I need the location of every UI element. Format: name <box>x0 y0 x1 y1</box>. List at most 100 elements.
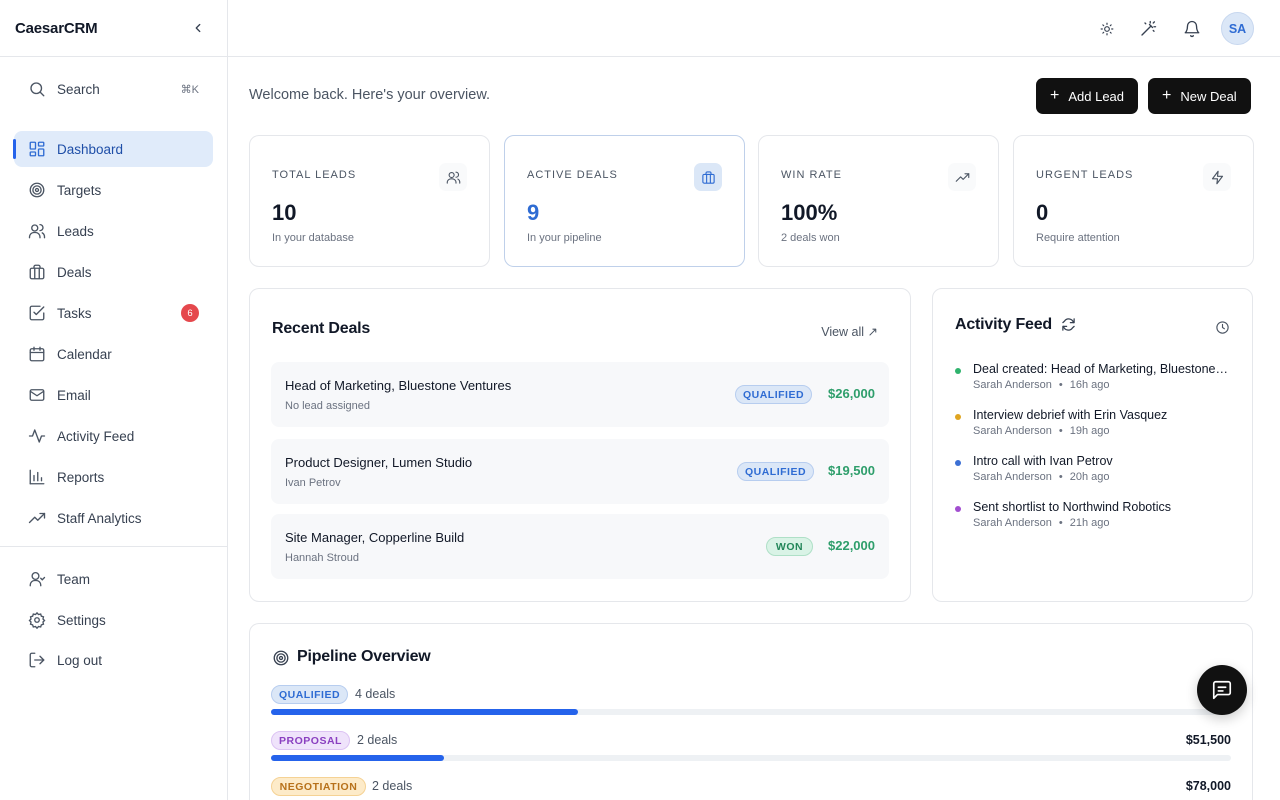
activity-dot <box>955 460 961 466</box>
activity-meta: Sarah Anderson • 19h ago <box>973 425 1110 437</box>
sidebar-item-label: Email <box>57 387 91 403</box>
sidebar-item-label: Tasks <box>57 305 92 321</box>
stage-count: 2 deals <box>372 779 413 793</box>
bar-chart-icon <box>29 469 45 485</box>
deal-row[interactable]: Head of Marketing, Bluestone Ventures No… <box>271 362 889 427</box>
sidebar-item-team[interactable]: Team <box>14 561 213 597</box>
plus-icon: + <box>1162 87 1172 104</box>
stage-badge: PROPOSAL <box>271 731 350 750</box>
collapse-sidebar-button[interactable] <box>187 17 209 39</box>
search-shortcut: ⌘K <box>180 83 199 96</box>
sidebar-item-targets[interactable]: Targets <box>14 172 213 208</box>
activity-meta: Sarah Anderson • 16h ago <box>973 379 1110 391</box>
deal-title: Product Designer, Lumen Studio <box>285 455 473 470</box>
deal-row[interactable]: Site Manager, Copperline Build Hannah St… <box>271 514 889 579</box>
target-icon <box>272 649 290 667</box>
users-icon <box>28 223 46 239</box>
tasks-count-badge: 6 <box>181 304 199 322</box>
sidebar-item-deals[interactable]: Deals <box>14 254 213 290</box>
chevron-left-icon <box>195 23 201 33</box>
stage-count: 2 deals <box>357 733 398 747</box>
stage-badge: QUALIFIED <box>271 685 348 704</box>
stat-subtext: 2 deals won <box>781 232 840 244</box>
deal-amount: $26,000 <box>828 386 875 401</box>
stat-card-win-rate[interactable]: WIN RATE 100% 2 deals won <box>758 135 999 267</box>
activity-dot <box>955 414 961 420</box>
search-icon <box>30 82 45 97</box>
bell-icon <box>1184 20 1200 38</box>
activity-dot <box>955 506 961 512</box>
stat-value: 100% <box>781 200 838 225</box>
stage-progress-track <box>271 755 1231 761</box>
deal-row[interactable]: Product Designer, Lumen Studio Ivan Petr… <box>271 439 889 504</box>
add-lead-label: Add Lead <box>1068 88 1125 104</box>
search-label: Search <box>57 81 100 97</box>
sidebar-item-log-out[interactable]: Log out <box>14 642 213 678</box>
deal-amount: $22,000 <box>828 538 875 553</box>
status-badge: QUALIFIED <box>735 385 812 404</box>
activity-text: Sent shortlist to Northwind Robotics <box>973 500 1172 514</box>
sidebar-item-label: Targets <box>57 182 102 198</box>
theme-toggle-button[interactable] <box>1095 17 1119 41</box>
sidebar-divider <box>0 546 227 547</box>
user-icon <box>29 571 46 587</box>
sidebar-item-label: Log out <box>57 652 103 668</box>
status-badge: QUALIFIED <box>737 462 814 481</box>
stage-progress-fill <box>271 755 444 761</box>
sidebar-item-dashboard[interactable]: Dashboard <box>13 131 213 167</box>
search-button[interactable]: Search ⌘K <box>14 71 213 107</box>
activity-dot <box>955 368 961 374</box>
stage-count: 4 deals <box>355 687 396 701</box>
trending-up-icon <box>948 163 976 191</box>
grid-icon <box>29 141 45 157</box>
refresh-button[interactable] <box>1061 317 1076 332</box>
chat-icon <box>1212 680 1232 700</box>
sidebar-item-label: Staff Analytics <box>57 510 142 526</box>
stat-value: 10 <box>272 200 297 225</box>
activity-meta: Sarah Anderson • 21h ago <box>973 517 1110 529</box>
sidebar-item-email[interactable]: Email <box>14 377 213 413</box>
chat-button[interactable] <box>1197 665 1247 715</box>
magic-wand-button[interactable] <box>1136 17 1160 41</box>
add-lead-button[interactable]: + Add Lead <box>1036 78 1139 114</box>
stat-label: ACTIVE DEALS <box>527 169 618 181</box>
briefcase-icon <box>694 163 722 191</box>
topbar: SA <box>228 0 1280 57</box>
new-deal-button[interactable]: + New Deal <box>1148 78 1251 114</box>
target-icon <box>29 182 45 198</box>
sidebar-item-label: Activity Feed <box>57 428 135 444</box>
stat-card-total-leads[interactable]: TOTAL LEADS 10 In your database <box>249 135 490 267</box>
stat-card-urgent-leads[interactable]: URGENT LEADS 0 Require attention <box>1013 135 1254 267</box>
sidebar-item-label: Calendar <box>57 346 112 362</box>
notifications-button[interactable] <box>1180 17 1204 41</box>
sidebar-item-reports[interactable]: Reports <box>14 459 213 495</box>
pipeline-overview-card: Pipeline Overview QUALIFIED 4 deals $9 P… <box>249 623 1253 800</box>
view-all-link[interactable]: View all ↗ <box>821 325 878 339</box>
mail-icon <box>29 389 45 401</box>
app-logo: CaesarCRM <box>15 19 98 37</box>
sidebar-item-label: Reports <box>57 469 105 485</box>
sidebar-item-label: Deals <box>57 264 92 280</box>
stage-value: $78,000 <box>1185 779 1231 793</box>
user-avatar[interactable]: SA <box>1221 12 1254 45</box>
sidebar-item-calendar[interactable]: Calendar <box>14 336 213 372</box>
trending-up-icon <box>28 512 46 524</box>
sidebar-item-leads[interactable]: Leads <box>14 213 213 249</box>
stat-card-active-deals[interactable]: ACTIVE DEALS 9 In your pipeline <box>504 135 745 267</box>
activity-meta: Sarah Anderson • 20h ago <box>973 471 1110 483</box>
sidebar-item-staff-analytics[interactable]: Staff Analytics <box>14 500 213 536</box>
zap-icon <box>1203 163 1231 191</box>
stat-subtext: In your pipeline <box>527 232 602 244</box>
new-deal-label: New Deal <box>1180 88 1237 104</box>
magic-wand-icon <box>1141 20 1157 36</box>
sidebar-item-tasks[interactable]: Tasks 6 <box>14 295 213 331</box>
activity-feed-title: Activity Feed <box>955 316 1052 333</box>
sidebar-item-settings[interactable]: Settings <box>14 602 213 638</box>
sidebar-item-activity-feed[interactable]: Activity Feed <box>14 418 213 454</box>
refresh-icon <box>1062 318 1075 331</box>
logout-icon <box>29 652 45 668</box>
brand-row: CaesarCRM <box>0 0 227 57</box>
stat-subtext: Require attention <box>1036 232 1120 244</box>
stat-value: 9 <box>527 200 540 225</box>
status-badge: WON <box>766 537 813 556</box>
